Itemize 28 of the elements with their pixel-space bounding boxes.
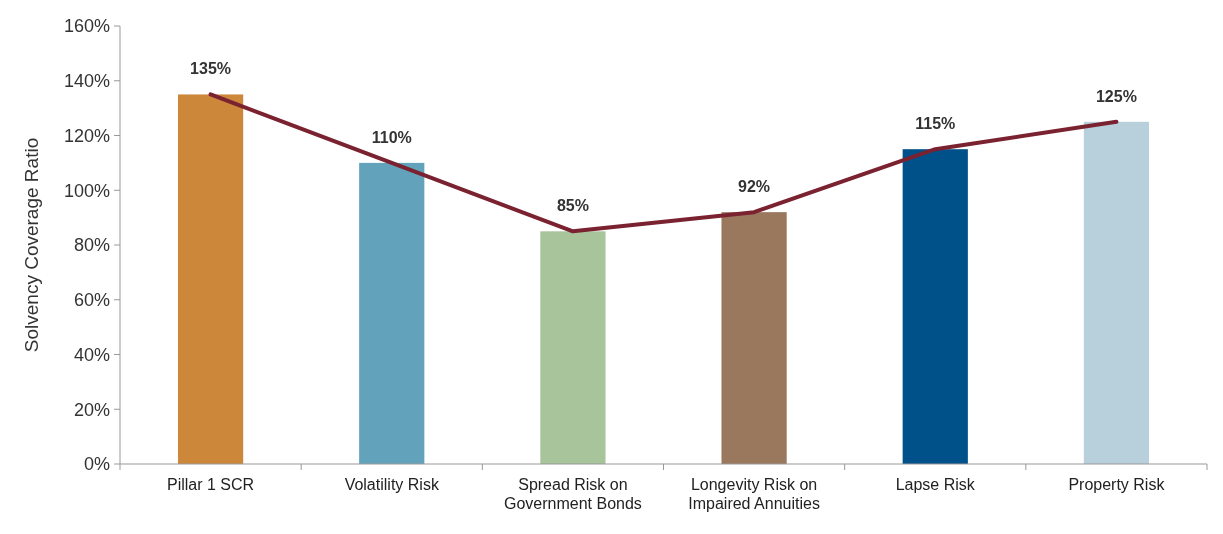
- y-tick-label: 40%: [73, 344, 110, 365]
- x-tick-label: Lapse Risk: [895, 476, 976, 493]
- bar: [177, 94, 244, 464]
- y-axis-title: Solvency Coverage Ratio: [21, 137, 42, 353]
- x-tick-label: Spread Risk on Government Bonds: [503, 476, 642, 512]
- bar: [1083, 121, 1150, 464]
- data-label: 135%: [190, 60, 232, 78]
- data-label: 125%: [1095, 87, 1137, 105]
- y-tick-label: 160%: [63, 16, 110, 37]
- x-tick-label: Volatility Risk: [344, 476, 440, 493]
- y-tick-label: 0%: [83, 454, 110, 475]
- bar: [359, 162, 425, 464]
- x-tick-label: Property Risk: [1068, 476, 1166, 493]
- y-tick-label: 120%: [63, 125, 110, 146]
- y-tick-label: 100%: [63, 180, 110, 201]
- bar: [721, 212, 787, 464]
- bar: [902, 149, 968, 464]
- data-label: 115%: [915, 115, 956, 133]
- data-label: 92%: [738, 178, 771, 196]
- x-tick-label: Longevity Risk on Impaired Annuities: [688, 476, 820, 512]
- y-tick-label: 20%: [73, 399, 110, 420]
- data-label: 85%: [556, 197, 589, 215]
- x-tick-label: Pillar 1 SCR: [167, 476, 255, 493]
- y-tick-label: 60%: [73, 290, 110, 311]
- y-tick-label: 140%: [63, 71, 110, 92]
- y-tick-label: 80%: [73, 235, 110, 256]
- bar: [540, 231, 606, 464]
- data-label: 110%: [371, 128, 412, 146]
